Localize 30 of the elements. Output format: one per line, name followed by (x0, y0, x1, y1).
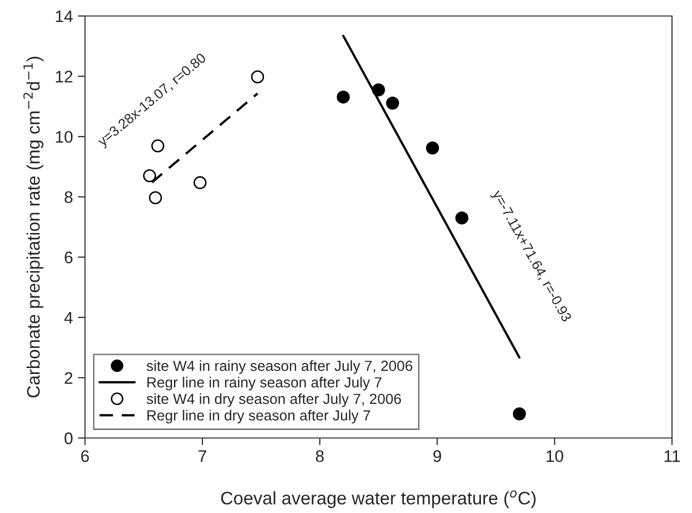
y-axis-title: Carbonate precipitation rate (mg cm$^{−2}$d$^{−1}$) (23, 56, 44, 398)
y-tick-label: 2 (64, 372, 72, 384)
y-tick-label: 0 (64, 432, 73, 444)
y-tick-label: 10 (56, 130, 73, 143)
y-tick-label: 14 (56, 10, 73, 22)
legend-label: Regr line in dry season after July 7 (147, 410, 370, 424)
point (455, 211, 468, 224)
y-tick-label: 4 (64, 312, 73, 324)
point (194, 176, 207, 190)
x-tick-label: 7 (198, 450, 206, 462)
point (372, 83, 386, 96)
x-tick-label: 6 (81, 450, 89, 462)
point (512, 407, 526, 420)
x-tick-label: 9 (433, 450, 442, 462)
x-tick-label: 10 (546, 450, 564, 462)
x-tick-label: 11 (664, 450, 680, 462)
point (148, 191, 162, 204)
x-axis-title: Coeval average water temperature ($^{o}$C) (221, 490, 536, 508)
y-tick-label: 6 (64, 252, 72, 264)
y-tick-label: 8 (64, 191, 72, 204)
point (426, 142, 440, 155)
point (336, 90, 350, 104)
x-tick-label: 8 (316, 450, 324, 462)
point (143, 169, 156, 182)
point (386, 96, 400, 110)
legend-label: Regr line in rainy season after July 7 (147, 376, 382, 390)
legend-label: site W4 in rainy season after July 7, 2006 (146, 360, 412, 374)
y-tick-label: 12 (56, 70, 72, 82)
legend-label: site W4 in dry season after July 7, 2006 (146, 393, 401, 407)
point (251, 70, 264, 84)
